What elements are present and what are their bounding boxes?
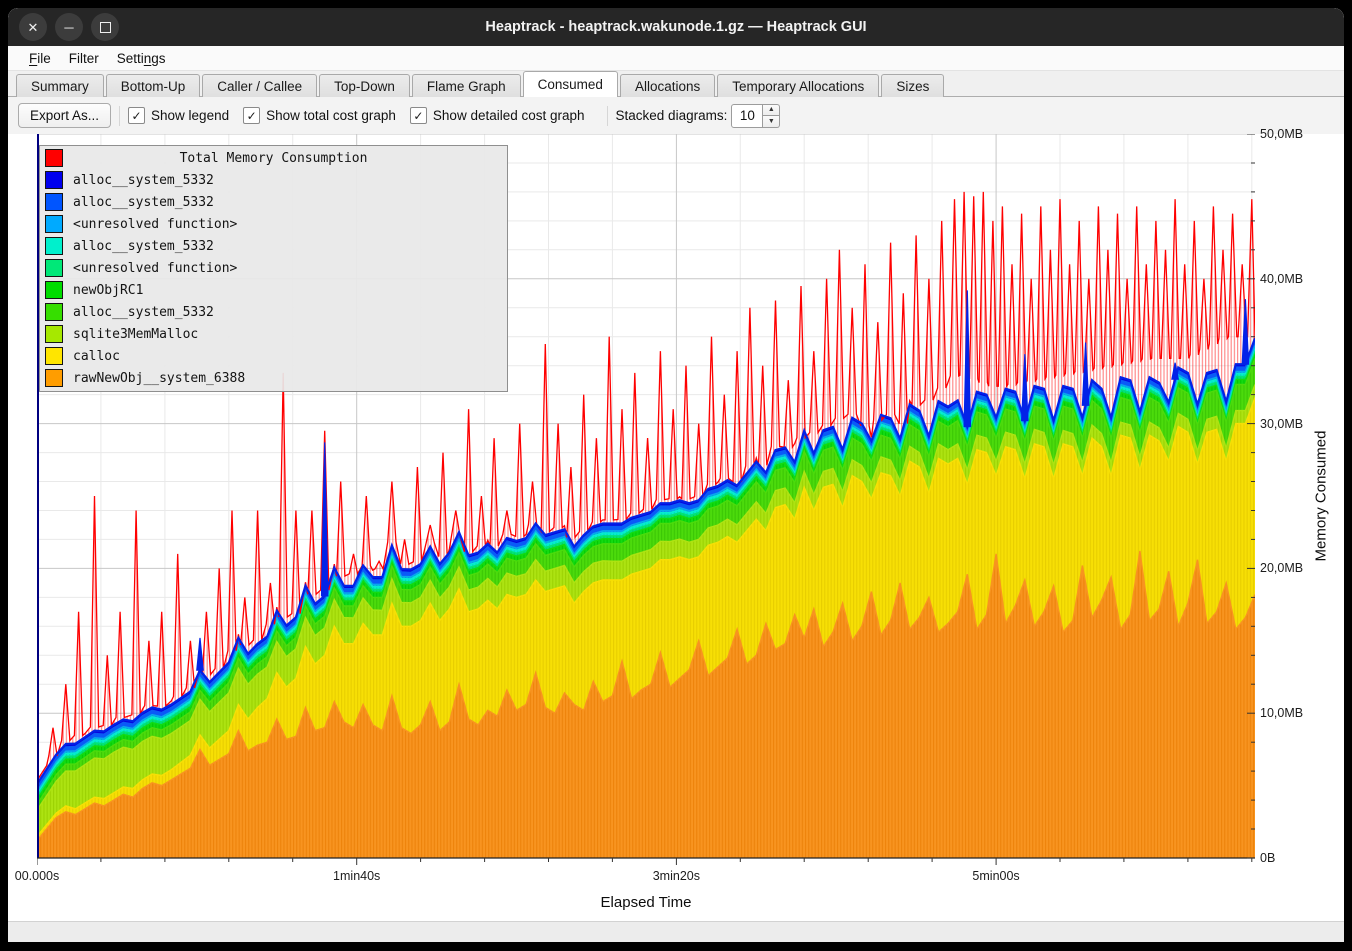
checkmark-icon: ✓ <box>243 107 261 124</box>
checkbox-label: Show detailed cost graph <box>432 108 585 123</box>
consumed-chart: 0B 10,0MB 20,0MB 30,0MB 40,0MB 50,0MB 00.000s… <box>8 127 1344 921</box>
tab-temporary-allocations[interactable]: Temporary Allocations <box>717 74 880 97</box>
title-bar: ✕ ─ Heaptrack - heaptrack.wakunode.1.gz … <box>8 8 1344 46</box>
legend-label: <unresolved function> <box>73 260 238 276</box>
y-tick-label: 20,0MB <box>1260 561 1304 576</box>
y-tick-label: 40,0MB <box>1260 271 1304 286</box>
tab-bottom-up[interactable]: Bottom-Up <box>105 74 201 97</box>
y-axis-title: Memory Consumed <box>1312 430 1330 562</box>
window-title: Heaptrack - heaptrack.wakunode.1.gz — He… <box>485 19 867 35</box>
toolbar-separator <box>119 105 121 126</box>
legend-swatch-icon <box>45 237 63 255</box>
stacked-diagrams-stepper: 10 ▲ ▼ <box>731 103 781 128</box>
legend-item: rawNewObj__system_6388 <box>40 367 507 389</box>
stacked-diagrams-value[interactable]: 10 <box>731 103 764 128</box>
legend-title: Total Memory Consumption <box>179 150 368 166</box>
checkbox-show-detailed-cost-graph[interactable]: ✓ Show detailed cost graph <box>409 107 585 124</box>
legend-item: <unresolved function> <box>40 257 507 279</box>
app-window: ✕ ─ Heaptrack - heaptrack.wakunode.1.gz … <box>8 8 1344 942</box>
legend-item: sqlite3MemMalloc <box>40 323 507 345</box>
x-axis-title: Elapsed Time <box>600 894 692 911</box>
legend-label: alloc__system_5332 <box>73 194 214 210</box>
chart-legend: Total Memory Consumption alloc__system_53… <box>39 145 508 392</box>
tab-caller-callee[interactable]: Caller / Callee <box>202 74 318 97</box>
toolbar-separator <box>606 105 608 126</box>
legend-item: Total Memory Consumption <box>40 147 507 169</box>
tab-consumed[interactable]: Consumed <box>522 71 618 97</box>
legend-item: calloc <box>40 345 507 367</box>
checkbox-label: Show legend <box>151 108 230 123</box>
legend-label: alloc__system_5332 <box>73 172 214 188</box>
tab-sizes[interactable]: Sizes <box>881 74 945 97</box>
legend-swatch-icon <box>45 369 63 387</box>
x-tick-label: 1min40s <box>333 869 381 883</box>
checkmark-icon: ✓ <box>409 107 427 124</box>
menu-settings[interactable]: Setti n gs <box>116 50 166 66</box>
legend-item: alloc__system_5332 <box>40 301 507 323</box>
legend-swatch-icon <box>45 303 63 321</box>
legend-swatch-icon <box>45 193 63 211</box>
legend-swatch-icon <box>45 325 63 343</box>
checkbox-show-total-cost-graph[interactable]: ✓ Show total cost graph <box>243 107 396 124</box>
spin-up-icon[interactable]: ▲ <box>763 103 781 115</box>
tab-bar: Summary Bottom-Up Caller / Callee Top-Down F… <box>8 71 1344 97</box>
y-tick-label: 10,0MB <box>1260 706 1304 721</box>
legend-label: alloc__system_5332 <box>73 304 214 320</box>
export-as-button[interactable]: Export As... <box>18 103 112 128</box>
status-bar <box>8 921 1344 942</box>
tab-flame-graph[interactable]: Flame Graph <box>411 74 521 97</box>
checkmark-icon: ✓ <box>128 107 146 124</box>
y-tick-label: 30,0MB <box>1260 416 1304 431</box>
menu-filter[interactable]: Filter <box>68 50 99 66</box>
y-tick-label: 50,0MB <box>1260 127 1304 141</box>
toolbar: Export As... ✓ Show legend ✓ Show total cos… <box>8 97 1344 134</box>
legend-swatch-icon <box>45 259 63 277</box>
legend-label: sqlite3MemMalloc <box>73 326 199 342</box>
x-tick-label: 5min00s <box>972 869 1020 883</box>
memory-consumption-plot[interactable] <box>37 134 1255 865</box>
legend-label: newObjRC1 <box>73 282 144 298</box>
checkbox-label: Show total cost graph <box>266 108 396 123</box>
legend-swatch-icon <box>45 149 63 167</box>
legend-label: rawNewObj__system_6388 <box>73 370 246 386</box>
checkbox-show-legend[interactable]: ✓ Show legend <box>128 107 229 124</box>
maximize-icon[interactable] <box>91 13 119 41</box>
x-tick-label: 00.000s <box>14 869 60 883</box>
legend-item: <unresolved function> <box>40 213 507 235</box>
legend-swatch-icon <box>45 347 63 365</box>
tab-summary[interactable]: Summary <box>16 74 104 97</box>
tab-allocations[interactable]: Allocations <box>619 74 716 97</box>
y-tick-label: 0B <box>1260 851 1276 865</box>
legend-item: alloc__system_5332 <box>40 191 507 213</box>
legend-swatch-icon <box>45 281 63 299</box>
stacked-diagrams-label: Stacked diagrams: <box>615 108 728 123</box>
window-controls: ✕ ─ <box>19 13 119 41</box>
legend-item: alloc__system_5332 <box>40 235 507 257</box>
legend-item: alloc__system_5332 <box>40 169 507 191</box>
spin-down-icon[interactable]: ▼ <box>763 115 781 128</box>
legend-label: alloc__system_5332 <box>73 238 214 254</box>
legend-swatch-icon <box>45 171 63 189</box>
minimize-icon[interactable]: ─ <box>55 13 83 41</box>
close-icon[interactable]: ✕ <box>19 13 47 41</box>
legend-label: <unresolved function> <box>73 216 238 232</box>
x-tick-label: 3min20s <box>652 869 700 883</box>
legend-item: newObjRC1 <box>40 279 507 301</box>
tab-top-down[interactable]: Top-Down <box>319 74 410 97</box>
legend-swatch-icon <box>45 215 63 233</box>
legend-label: calloc <box>73 348 120 364</box>
